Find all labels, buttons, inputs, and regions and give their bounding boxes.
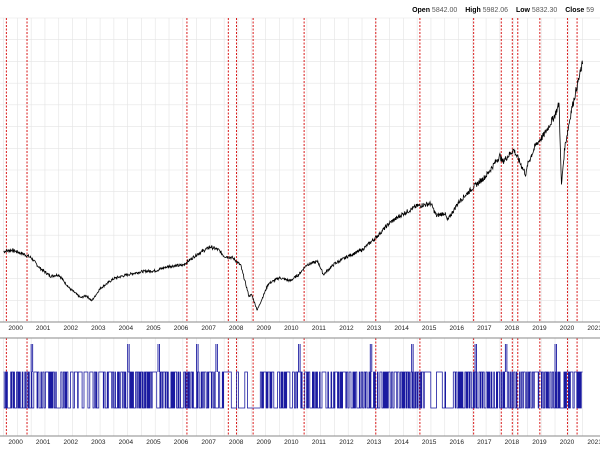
x-tick-label-top: 2009 [256,325,271,332]
x-tick-label-top: 2001 [36,325,51,332]
x-tick-label-top: 2014 [394,325,409,332]
x-tick-label-top: 2020 [560,325,575,332]
x-tick-label-bottom: 2011 [312,439,326,446]
x-tick-label-bottom: 2007 [201,439,216,446]
x-tick-label-top: 2019 [532,325,547,332]
x-tick-label-top: 2006 [174,325,189,332]
x-tick-label-bottom: 2014 [394,439,409,446]
axes: 2000 2000 2001 2001 2002 2002 2003 2003 2004 2004… [0,321,600,446]
x-tick-label-bottom: 2018 [505,439,520,446]
ohlc-readout: Open 5842.00 High 5982.06 Low 5832.30 Cl… [412,7,600,14]
x-tick-label-top: 2015 [422,325,437,332]
x-tick-label-bottom: 2013 [367,439,382,446]
low-label: Low [515,7,530,14]
x-tick-label-bottom: 2001 [36,439,51,446]
x-tick-label-top: 2004 [119,325,134,332]
x-tick-label-top: 2017 [477,325,492,332]
x-tick-label-top: 2016 [449,325,464,332]
x-tick-label-bottom: 2002 [63,439,78,446]
x-tick-label-top: 2010 [284,325,299,332]
low-value: 5832.30 [531,7,558,14]
x-tick-label-bottom: 2021 [587,439,600,446]
x-tick-label-top: 2008 [229,325,244,332]
price-panel [3,60,583,311]
x-tick-label-bottom: 2008 [229,439,244,446]
x-tick-label-top: 2021 [587,325,600,332]
price-series-line [3,60,583,311]
x-tick-label-bottom: 2003 [91,439,106,446]
open-value: 5842.00 [431,7,458,14]
close-value: 59 [586,7,594,14]
open-label: Open [412,7,430,14]
close-label: Close [565,7,585,14]
x-tick-label-bottom: 2006 [174,439,189,446]
x-tick-label-bottom: 2009 [256,439,271,446]
x-tick-label-top: 2007 [201,325,216,332]
x-tick-label-bottom: 2012 [339,439,354,446]
x-tick-label-top: 2000 [8,325,23,332]
x-tick-label-bottom: 2016 [449,439,464,446]
x-tick-label-bottom: 2005 [146,439,161,446]
x-tick-label-top: 2003 [91,325,106,332]
high-value: 5982.06 [482,7,509,14]
signal-series-line [3,371,583,409]
x-tick-label-top: 2012 [339,325,354,332]
x-tick-label-bottom: 2010 [284,439,299,446]
x-tick-label-top: 2011 [312,325,326,332]
x-tick-label-top: 2005 [146,325,161,332]
x-tick-label-top: 2018 [505,325,520,332]
x-tick-label-bottom: 2004 [119,439,134,446]
signal-panel [3,344,583,409]
x-tick-label-top: 2013 [367,325,382,332]
high-label: High [465,7,481,14]
x-tick-label-top: 2002 [63,325,78,332]
x-tick-label-bottom: 2015 [422,439,437,446]
x-tick-label-bottom: 2000 [8,439,23,446]
x-tick-label-bottom: 2020 [560,439,575,446]
x-tick-label-bottom: 2019 [532,439,547,446]
x-tick-label-bottom: 2017 [477,439,492,446]
